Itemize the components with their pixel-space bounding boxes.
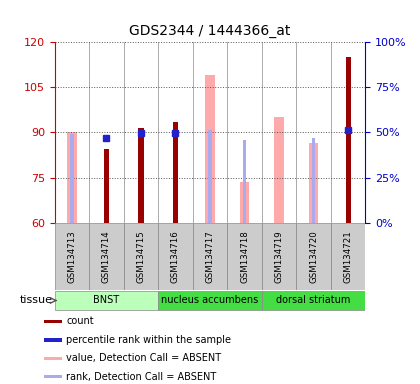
Text: GSM134720: GSM134720: [309, 230, 318, 283]
Title: GDS2344 / 1444366_at: GDS2344 / 1444366_at: [129, 25, 291, 38]
Bar: [297, 223, 331, 290]
Text: GSM134719: GSM134719: [275, 230, 284, 283]
Bar: [158, 291, 262, 310]
Text: count: count: [66, 316, 94, 326]
Text: GSM134716: GSM134716: [171, 230, 180, 283]
Bar: [104, 149, 109, 223]
Bar: [44, 338, 62, 341]
Bar: [44, 320, 62, 323]
Text: tissue: tissue: [20, 295, 53, 306]
Text: value, Detection Call = ABSENT: value, Detection Call = ABSENT: [66, 353, 221, 363]
Bar: [89, 223, 123, 290]
Text: GSM134714: GSM134714: [102, 230, 111, 283]
Bar: [193, 223, 227, 290]
Text: GSM134718: GSM134718: [240, 230, 249, 283]
Bar: [312, 138, 315, 223]
Bar: [309, 143, 318, 223]
Text: BNST: BNST: [93, 295, 119, 306]
Bar: [44, 375, 62, 379]
Text: GSM134717: GSM134717: [205, 230, 215, 283]
Bar: [205, 75, 215, 223]
Text: GSM134715: GSM134715: [136, 230, 145, 283]
Bar: [138, 128, 144, 223]
Bar: [158, 223, 193, 290]
Bar: [262, 223, 297, 290]
Bar: [331, 223, 365, 290]
Bar: [346, 57, 351, 223]
Bar: [262, 291, 365, 310]
Bar: [123, 223, 158, 290]
Text: rank, Detection Call = ABSENT: rank, Detection Call = ABSENT: [66, 372, 216, 382]
Bar: [208, 130, 212, 223]
Bar: [240, 182, 249, 223]
Bar: [55, 291, 158, 310]
Bar: [67, 132, 77, 223]
Bar: [243, 140, 247, 223]
Bar: [173, 131, 177, 223]
Bar: [55, 223, 89, 290]
Bar: [44, 357, 62, 360]
Bar: [227, 223, 262, 290]
Text: nucleus accumbens: nucleus accumbens: [161, 295, 259, 306]
Bar: [274, 118, 284, 223]
Bar: [70, 134, 73, 223]
Text: GSM134713: GSM134713: [67, 230, 76, 283]
Text: dorsal striatum: dorsal striatum: [276, 295, 351, 306]
Bar: [173, 122, 178, 223]
Text: percentile rank within the sample: percentile rank within the sample: [66, 335, 231, 345]
Text: GSM134721: GSM134721: [344, 230, 353, 283]
